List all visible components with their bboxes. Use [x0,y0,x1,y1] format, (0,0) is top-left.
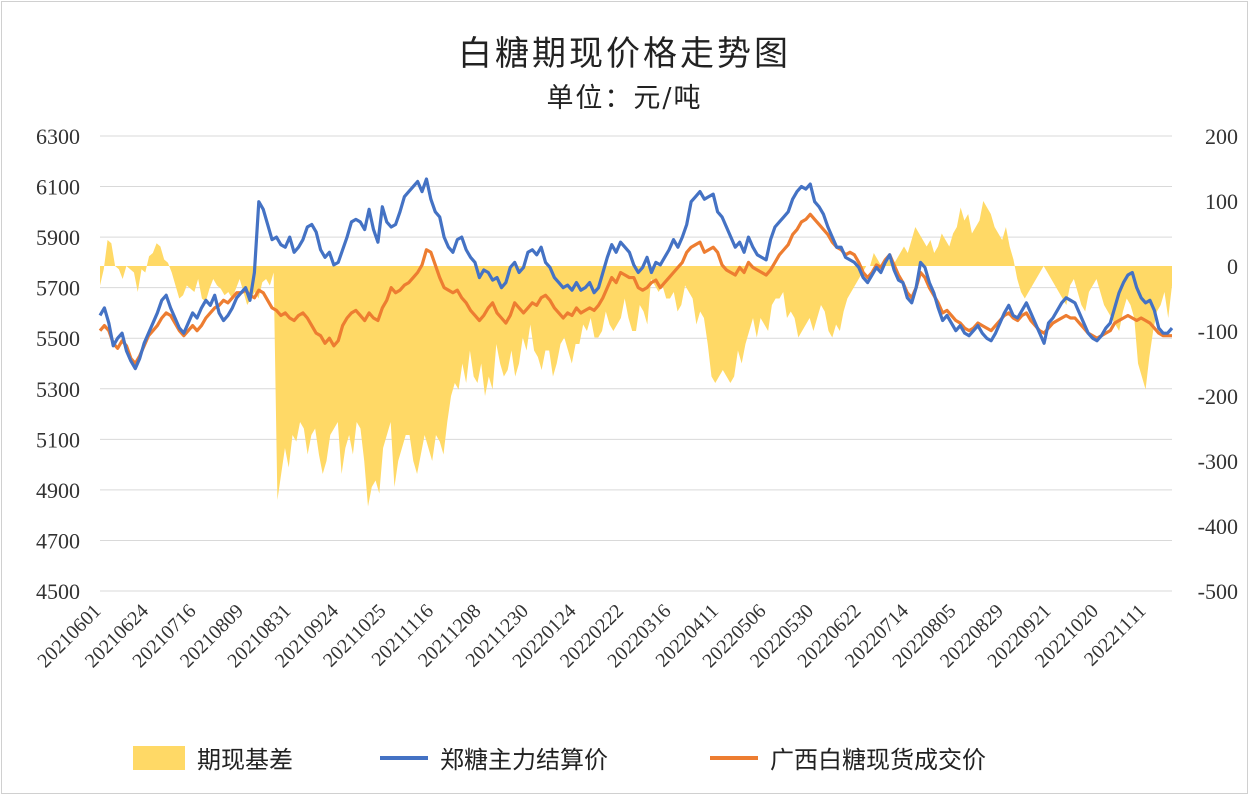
basis-area [100,201,1172,507]
y-left-tick-label: 4500 [36,579,80,604]
chart-title: 白糖期现价格走势图 [458,34,791,74]
legend-label-basis: 期现基差 [197,746,293,774]
y-left-tick-label: 5100 [36,427,80,452]
legend-swatch-basis [133,745,185,770]
zhengzhou-settlement-line [98,177,1174,371]
x-axis: 2021060120210624202107162021080920210831… [33,600,1150,672]
y-right-tick-label: 200 [1205,124,1238,149]
y-right-tick-label: -200 [1198,384,1238,409]
legend-swatch-guangxi [710,755,758,760]
y-axis-left: 6300 6100 5900 5700 5500 5300 5100 4900 4700 4500 [36,124,80,604]
legend-label-zhengzhou: 郑糖主力结算价 [440,746,608,774]
y-left-tick-label: 5500 [36,326,80,351]
legend-item-basis[interactable]: 期现基差 [133,740,293,775]
legend-label-guangxi: 广西白糖现货成交价 [770,746,986,774]
y-left-tick-label: 6100 [36,175,80,200]
price-lines-layer [98,177,1174,371]
y-left-tick-label: 6300 [36,124,80,149]
chart-subtitle: 单位：元/吨 [546,83,703,114]
y-right-tick-label: 0 [1227,254,1238,279]
y-axis-right: 200 100 0 -100 -200 -300 -400 -500 [1198,124,1238,604]
y-right-tick-label: -100 [1198,319,1238,344]
legend-item-guangxi[interactable]: 广西白糖现货成交价 [710,740,986,775]
y-right-tick-label: -400 [1198,514,1238,539]
legend-swatch-zhengzhou [380,755,428,760]
y-left-tick-label: 5900 [36,225,80,250]
y-left-tick-label: 4900 [36,478,80,503]
y-left-tick-label: 4700 [36,528,80,553]
y-left-tick-label: 5300 [36,377,80,402]
basis-area-layer [100,201,1172,507]
y-left-tick-label: 5700 [36,276,80,301]
y-right-tick-label: -300 [1198,449,1238,474]
legend-item-zhengzhou[interactable]: 郑糖主力结算价 [380,740,608,775]
guangxi-spot-line [98,212,1172,366]
y-right-tick-label: 100 [1205,189,1238,214]
y-right-tick-label: -500 [1198,579,1238,604]
